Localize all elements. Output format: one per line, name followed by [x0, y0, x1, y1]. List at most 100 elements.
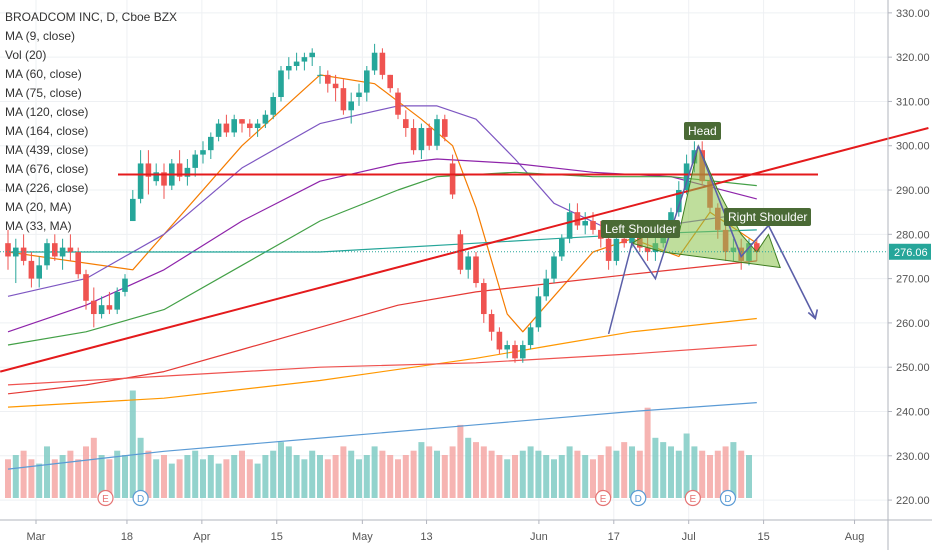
volume-bar — [36, 463, 43, 498]
volume-bar — [200, 459, 206, 498]
volume-bar — [114, 450, 121, 498]
candle-body — [153, 172, 159, 182]
candle-body — [613, 238, 620, 261]
candle-body — [301, 57, 308, 62]
candle-body — [488, 314, 495, 332]
candle-body — [598, 229, 604, 239]
candle-body — [28, 260, 35, 279]
volume-bar — [90, 437, 97, 498]
volume-bar — [675, 450, 682, 498]
candle-body — [551, 256, 557, 279]
candle-body — [137, 163, 144, 199]
y-tick-label: 290.00 — [896, 185, 930, 197]
candle-body — [254, 123, 261, 129]
volume-bar — [738, 450, 745, 498]
volume-bar — [683, 433, 690, 498]
candle-body — [504, 345, 510, 350]
x-tick-label: 17 — [608, 531, 620, 543]
x-tick-label: Jun — [530, 531, 548, 543]
volume-bar — [363, 455, 370, 498]
volume-bar — [192, 450, 199, 498]
candle-body — [223, 123, 230, 133]
dividend-marker — [630, 489, 647, 507]
chart-title: BROADCOM INC, D, Cboe BZX — [5, 10, 178, 24]
candle-body — [215, 123, 222, 137]
candle-body — [754, 243, 760, 253]
candle-body — [161, 172, 167, 186]
y-tick-label: 230.00 — [896, 451, 930, 463]
legend-item: MA (439, close) — [5, 143, 89, 157]
candle-body — [348, 101, 354, 111]
volume-bar — [660, 442, 667, 498]
volume-bar — [543, 455, 550, 498]
y-tick-label: 300.00 — [896, 141, 930, 153]
candle-body — [20, 247, 27, 261]
x-tick-label: May — [352, 531, 373, 543]
candle-body — [387, 74, 393, 89]
volume-bar — [176, 459, 183, 498]
moving-average-line — [7, 317, 757, 408]
x-tick-label: Aug — [845, 531, 865, 543]
volume-bar — [410, 450, 417, 498]
candle-body — [75, 252, 81, 275]
candle-body — [293, 61, 300, 67]
moving-averages — [7, 74, 758, 470]
candle-body — [184, 167, 191, 177]
candle-body — [317, 74, 323, 76]
volume-bar — [129, 390, 136, 498]
candle-body — [278, 70, 284, 98]
candle-body — [36, 265, 42, 279]
y-tick-label: 250.00 — [896, 362, 930, 374]
volume-bar — [434, 450, 440, 498]
volume-bar — [168, 463, 175, 498]
candle-body — [418, 128, 425, 151]
moving-average-line — [7, 402, 757, 470]
volume-bar — [28, 459, 35, 498]
volume-bar — [621, 442, 628, 498]
volume-bar — [504, 459, 511, 498]
x-tick-label: Mar — [27, 531, 46, 543]
y-tick-label: 260.00 — [896, 318, 930, 330]
candle-body — [520, 345, 526, 359]
candle-body — [192, 154, 198, 168]
volume-bar — [629, 446, 635, 498]
volume-bar — [301, 459, 308, 498]
dividend-marker — [719, 489, 737, 507]
volume-bar — [441, 455, 448, 498]
volume-bar — [59, 455, 66, 498]
volume-bar — [496, 455, 503, 498]
legend: BROADCOM INC, D, Cboe BZX MA (9, close) V… — [5, 8, 177, 236]
volume-bar — [465, 437, 472, 498]
volume-bar — [558, 455, 565, 498]
earnings-marker — [684, 489, 701, 507]
legend-item: Vol (20) — [5, 48, 47, 62]
candle-body — [621, 238, 627, 244]
candle-body — [262, 114, 269, 124]
candle-body — [543, 278, 549, 297]
y-tick-label: 240.00 — [896, 406, 930, 418]
volume-bar — [67, 450, 74, 498]
candle-body — [176, 163, 183, 177]
x-tick-label: 13 — [420, 531, 432, 543]
volume-bars — [5, 390, 752, 498]
volume-bar — [512, 455, 518, 498]
volume-bar — [371, 446, 378, 498]
dividend-marker — [132, 489, 149, 507]
volume-bar — [535, 450, 542, 498]
volume-bar — [285, 446, 292, 498]
event-markers: E E ED D D — [97, 489, 737, 507]
volume-bar — [746, 455, 752, 498]
y-tick-label: 320.00 — [896, 52, 930, 64]
candle-body — [52, 243, 58, 257]
candle-body — [590, 221, 596, 230]
candle-body — [286, 66, 292, 71]
candle-body — [309, 52, 315, 58]
volume-bar — [293, 455, 300, 498]
pattern-path — [607, 145, 700, 335]
candle-body — [683, 163, 690, 191]
earnings-marker-label: E — [600, 494, 607, 505]
volume-bar — [551, 459, 557, 498]
legend-item: MA (20, MA) — [5, 200, 72, 214]
volume-bar — [324, 459, 331, 498]
